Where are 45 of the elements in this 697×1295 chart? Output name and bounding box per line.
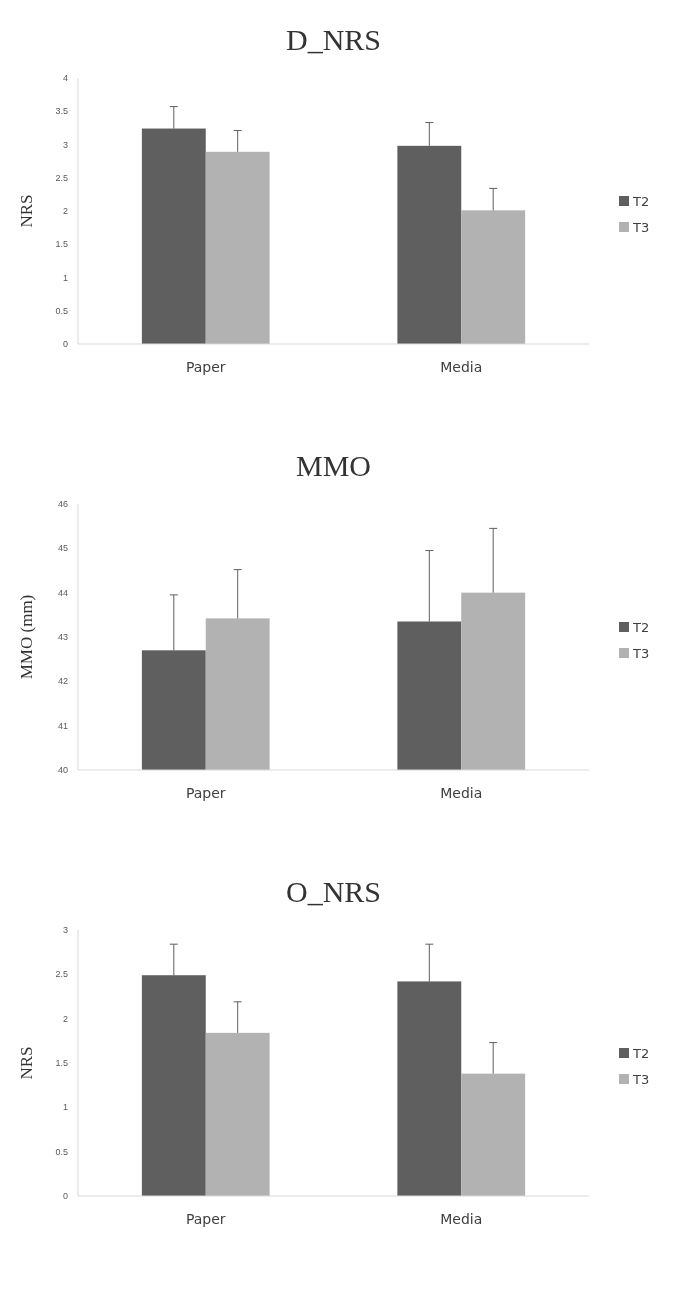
- y-tick-label: 2: [62, 1013, 68, 1024]
- legend-label: T2: [632, 193, 650, 209]
- legend-label: T3: [632, 645, 650, 661]
- y-tick-label: 3: [62, 925, 68, 936]
- y-tick-label: 2: [62, 206, 68, 217]
- bar: [205, 151, 270, 344]
- y-tick-label: 45: [57, 543, 68, 554]
- y-tick-label: 4: [62, 73, 68, 84]
- y-tick-label: 43: [57, 632, 68, 643]
- y-tick-label: 1.5: [55, 239, 68, 250]
- x-tick-label: Paper: [185, 1211, 226, 1227]
- chart-title: MMO: [295, 449, 372, 482]
- legend-label: T2: [632, 619, 650, 635]
- y-tick-label: 3.5: [55, 106, 68, 117]
- x-tick-label: Paper: [185, 785, 226, 801]
- y-tick-label: 0.5: [55, 305, 68, 316]
- y-tick-label: 0.5: [55, 1146, 68, 1157]
- bar: [461, 210, 526, 344]
- y-tick-label: 41: [57, 720, 68, 731]
- bar: [205, 1032, 270, 1196]
- y-tick-label: 3: [62, 139, 68, 150]
- y-axis-title: NRS: [17, 1046, 36, 1080]
- y-tick-label: 1: [62, 1102, 68, 1113]
- y-tick-label: 46: [57, 499, 68, 510]
- bar: [461, 1073, 526, 1196]
- y-axis-title: MMO (mm): [17, 594, 36, 680]
- y-tick-label: 42: [57, 676, 68, 687]
- y-tick-label: 2.5: [55, 172, 68, 183]
- x-tick-label: Media: [440, 785, 483, 801]
- x-tick-label: Media: [440, 1211, 483, 1227]
- chart-title: O_NRS: [285, 875, 382, 908]
- legend-label: T3: [632, 1071, 650, 1087]
- y-tick-label: 1.5: [55, 1058, 68, 1069]
- x-tick-label: Paper: [185, 359, 226, 375]
- y-tick-label: 1: [62, 272, 68, 283]
- legend-label: T2: [632, 1045, 650, 1061]
- y-tick-label: 44: [57, 587, 68, 598]
- y-tick-label: 2.5: [55, 969, 68, 980]
- y-tick-label: 0: [62, 1191, 68, 1202]
- legend-label: T3: [632, 219, 650, 235]
- chart-title: D_NRS: [285, 23, 382, 56]
- x-tick-label: Media: [440, 359, 483, 375]
- y-axis-title: NRS: [17, 194, 36, 228]
- y-tick-label: 0: [62, 339, 68, 350]
- y-tick-label: 40: [57, 765, 68, 776]
